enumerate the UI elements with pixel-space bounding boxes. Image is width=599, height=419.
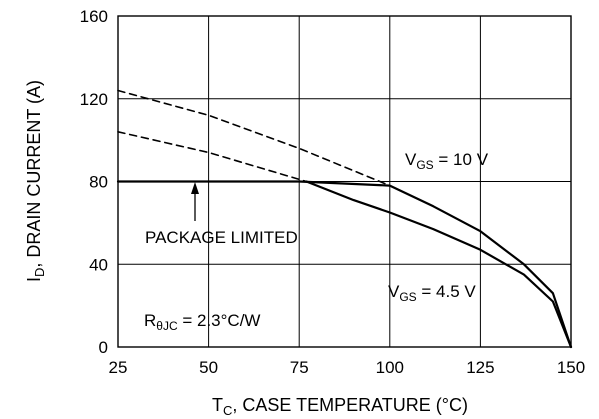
y-tick-label: 40 [89,255,108,274]
x-tick-label: 25 [109,358,128,377]
annotation-thermal-resistance: RθJC = 2.3°C/W [144,311,260,333]
y-tick-label: 160 [80,7,108,26]
y-tick-label: 120 [80,90,108,109]
x-tick-label: 125 [466,358,494,377]
x-tick-label: 100 [376,358,404,377]
x-tick-labels: 25 50 75 100 125 150 [109,358,586,377]
package-limited-arrow-head [191,182,199,194]
y-axis-label: ID, DRAIN CURRENT (A) [24,80,47,282]
series-line-4 [117,131,308,183]
annotation-vgs-4-5v: VGS = 4.5 V [388,282,476,304]
series-line-1 [116,180,573,349]
x-tick-label: 75 [290,358,309,377]
y-tick-labels: 0 40 80 120 160 [80,7,108,357]
x-axis-label: TC, CASE TEMPERATURE (°C) [212,395,468,418]
y-tick-label: 0 [99,338,108,357]
series-line-2 [305,180,573,349]
x-tick-label: 150 [557,358,585,377]
series-group [116,89,573,349]
series-line-3 [117,89,391,187]
annotation-package-limited: PACKAGE LIMITED [145,228,298,247]
y-tick-label: 80 [89,173,108,192]
annotation-vgs-10v: VGS = 10 V [405,150,489,172]
plot-frame [117,15,572,348]
x-tick-label: 50 [199,358,218,377]
